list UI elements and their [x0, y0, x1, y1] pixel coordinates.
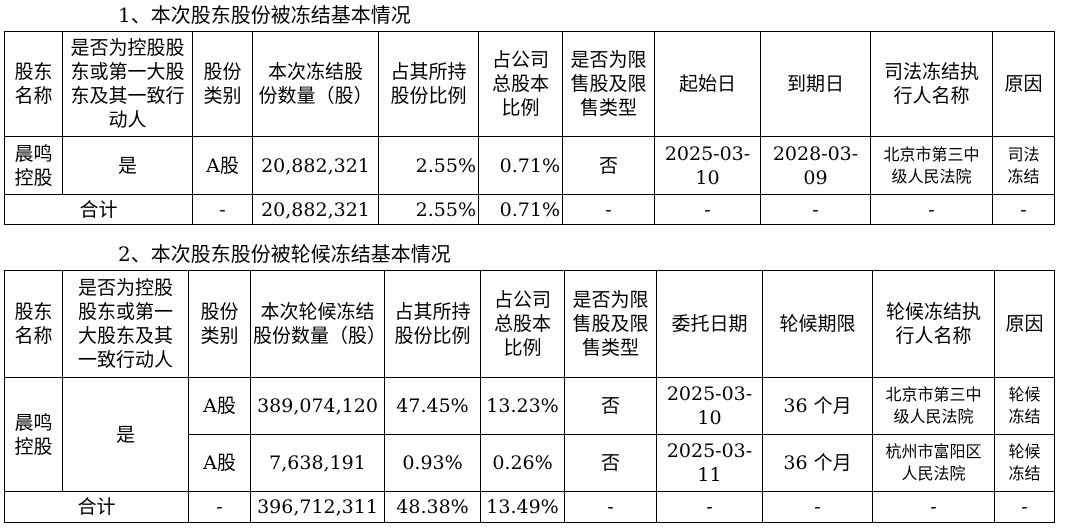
- total-label: 合计: [4, 491, 189, 523]
- header-cell: 到期日: [760, 31, 871, 137]
- header-cell: 占公司 总股本 比例: [480, 270, 565, 378]
- table-cell: 轮候 冻结: [994, 377, 1055, 435]
- table-cell: 2025-03-10: [654, 136, 761, 195]
- table-cell: 7,638,191: [250, 434, 385, 492]
- table-cell: 否: [562, 136, 655, 195]
- freeze-table: 股东 名称 是否为控股股 东或第一大股 东及其一致行 动人 股份 类别 本次冻结…: [4, 31, 1055, 225]
- table-cell: -: [656, 491, 763, 523]
- header-cell: 委托日期: [656, 270, 763, 378]
- table-cell: -: [654, 194, 761, 225]
- header-cell: 本次轮候冻结 股份数量（股）: [250, 270, 385, 378]
- header-cell: 原因: [992, 31, 1055, 137]
- table-cell: 396,712,311: [250, 491, 385, 523]
- table-cell: 晨鸣 控股: [4, 136, 63, 195]
- table-cell: 2.55%: [378, 194, 479, 225]
- table-cell: A股: [188, 377, 251, 435]
- table-total-row: 合计 - 396,712,311 48.38% 13.49% - - - - -: [4, 491, 1055, 523]
- table-cell: 47.45%: [384, 377, 481, 435]
- header-cell: 占公司 总股本 比例: [478, 31, 563, 137]
- table-cell: 0.71%: [478, 194, 563, 225]
- table-cell: 13.49%: [480, 491, 565, 523]
- header-cell: 股份 类别: [188, 270, 251, 378]
- table-cell: -: [872, 491, 995, 523]
- rotation-freeze-table: 股东 名称 是否为控股 股东或第一 大股东及其 一致行动人 股份 类别 本次轮候…: [4, 270, 1055, 523]
- table-cell: 48.38%: [384, 491, 481, 523]
- table-cell: A股: [192, 136, 253, 195]
- table-cell: 2025-03-11: [656, 434, 763, 492]
- table-cell: 36 个月: [762, 377, 873, 435]
- header-cell: 占其所持 股份比例: [378, 31, 479, 137]
- table-cell: 389,074,120: [250, 377, 385, 435]
- table-cell: -: [562, 194, 655, 225]
- table-cell: -: [992, 194, 1055, 225]
- table-cell: 杭州市富阳区 人民法院: [872, 434, 995, 492]
- header-cell: 是否为限 售股及限 售类型: [562, 31, 655, 137]
- table-cell: A股: [188, 434, 251, 492]
- table-cell: 否: [564, 377, 657, 435]
- table-cell: -: [192, 194, 253, 225]
- table-cell: 北京市第三中 级人民法院: [872, 377, 995, 435]
- header-cell: 司法冻结执 行人名称: [870, 31, 993, 137]
- table-cell: 0.26%: [480, 434, 565, 492]
- header-cell: 股份 类别: [192, 31, 253, 137]
- table-cell: 20,882,321: [252, 194, 379, 225]
- table-header-row: 股东 名称 是否为控股股 东或第一大股 东及其一致行 动人 股份 类别 本次冻结…: [4, 31, 1055, 137]
- header-cell: 是否为控股 股东或第一 大股东及其 一致行动人: [62, 270, 189, 378]
- table-cell: 0.93%: [384, 434, 481, 492]
- table-cell: 是: [62, 136, 193, 195]
- table-row: 晨鸣 控股 是 A股 20,882,321 2.55% 0.71% 否 2025…: [4, 136, 1055, 195]
- table-header-row: 股东 名称 是否为控股 股东或第一 大股东及其 一致行动人 股份 类别 本次轮候…: [4, 270, 1055, 378]
- table-cell: -: [870, 194, 993, 225]
- section1-title: 1、本次股东股份被冻结基本情况: [118, 3, 411, 27]
- table-cell: -: [188, 491, 251, 523]
- table-cell: -: [760, 194, 871, 225]
- header-cell: 轮候期限: [762, 270, 873, 378]
- table-cell: -: [564, 491, 657, 523]
- table-cell: 否: [564, 434, 657, 492]
- table-cell: -: [994, 491, 1055, 523]
- table-cell: -: [762, 491, 873, 523]
- table-cell: 司法 冻结: [992, 136, 1055, 195]
- table-row: A股 7,638,191 0.93% 0.26% 否 2025-03-11 36…: [5, 434, 1055, 492]
- table-cell: 20,882,321: [252, 136, 379, 195]
- table-cell: 36 个月: [762, 434, 873, 492]
- header-cell: 是否为控股股 东或第一大股 东及其一致行 动人: [62, 31, 193, 137]
- table-cell: 北京市第三中 级人民法院: [870, 136, 993, 195]
- header-cell: 起始日: [654, 31, 761, 137]
- table-row: 晨鸣 控股 是 A股 389,074,120 47.45% 13.23% 否 2…: [4, 377, 1055, 492]
- total-label: 合计: [4, 194, 193, 225]
- table-total-row: 合计 - 20,882,321 2.55% 0.71% - - - - -: [4, 194, 1055, 225]
- section2-title: 2、本次股东股份被轮候冻结基本情况: [118, 242, 451, 266]
- header-cell: 原因: [994, 270, 1055, 378]
- header-cell: 本次冻结股 份数量（股）: [252, 31, 379, 137]
- table-cell: 2.55%: [378, 136, 479, 195]
- controlling-cell: 是: [62, 377, 189, 492]
- table-cell: 13.23%: [480, 377, 565, 435]
- header-cell: 占其所持 股份比例: [384, 270, 481, 378]
- holder-cell: 晨鸣 控股: [4, 377, 63, 492]
- header-cell: 股东 名称: [4, 31, 63, 137]
- table-cell: 2025-03-10: [656, 377, 763, 435]
- table-cell: 0.71%: [478, 136, 563, 195]
- table-cell: 轮候 冻结: [994, 434, 1055, 492]
- table-cell: 2028-03-09: [760, 136, 871, 195]
- header-cell: 是否为限 售股及限 售类型: [564, 270, 657, 378]
- header-cell: 轮候冻结执 行人名称: [872, 270, 995, 378]
- header-cell: 股东 名称: [4, 270, 63, 378]
